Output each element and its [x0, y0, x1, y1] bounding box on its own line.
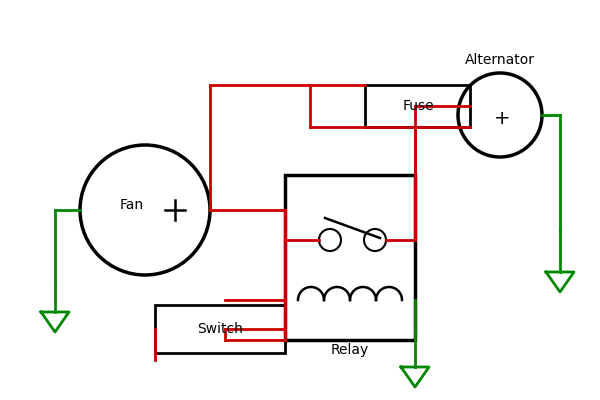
Text: Fan: Fan	[120, 198, 144, 212]
Bar	[285, 175, 415, 340]
Text: Switch: Switch	[197, 322, 243, 336]
Bar	[365, 85, 470, 127]
Text: Alternator: Alternator	[465, 53, 535, 67]
Text: Fuse: Fuse	[402, 99, 434, 113]
Text: +: +	[494, 110, 510, 128]
Bar	[155, 305, 285, 353]
Text: Relay: Relay	[331, 343, 369, 357]
